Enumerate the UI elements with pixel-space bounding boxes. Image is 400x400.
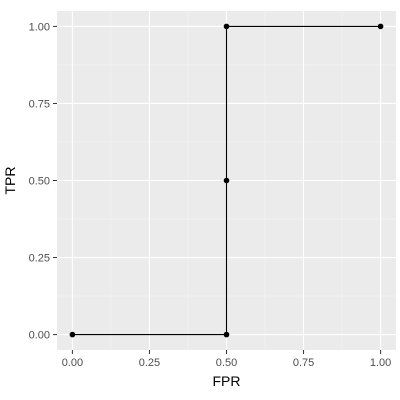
roc-point xyxy=(223,23,230,30)
y-tick-marks xyxy=(53,25,57,336)
y-tick-label: 0.00 xyxy=(29,330,50,342)
roc-point xyxy=(223,331,230,338)
y-tick-label: 0.25 xyxy=(29,253,50,265)
roc-point xyxy=(223,177,230,184)
x-tick-label: 0.50 xyxy=(216,357,237,369)
x-tick-label: 0.25 xyxy=(139,357,160,369)
y-tick-label: 0.75 xyxy=(29,98,50,110)
y-tick-label: 0.50 xyxy=(29,176,50,188)
x-tick-label: 1.00 xyxy=(370,357,391,369)
roc-point xyxy=(69,331,76,338)
y-tick-label: 1.00 xyxy=(29,21,50,33)
x-tick-labels: 0.00 0.25 0.50 0.75 1.00 xyxy=(62,357,392,369)
roc-point xyxy=(377,23,384,30)
x-tick-label: 0.00 xyxy=(62,357,83,369)
x-tick-marks xyxy=(71,350,382,354)
x-tick-label: 0.75 xyxy=(293,357,314,369)
x-axis-title: FPR xyxy=(213,373,241,389)
y-tick-labels: 0.00 0.25 0.50 0.75 1.00 xyxy=(29,21,50,341)
series-points xyxy=(69,23,384,338)
y-axis-title: TPR xyxy=(2,167,18,195)
